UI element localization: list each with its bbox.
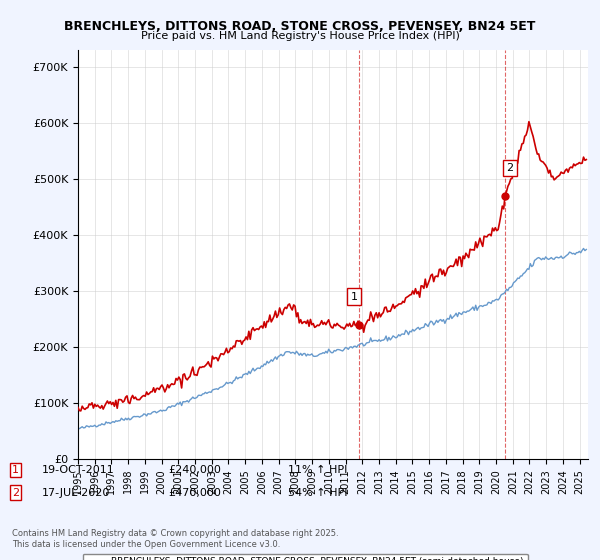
- Legend: BRENCHLEYS, DITTONS ROAD, STONE CROSS, PEVENSEY, BN24 5ET (semi-detached house),: BRENCHLEYS, DITTONS ROAD, STONE CROSS, P…: [83, 554, 527, 560]
- Text: Price paid vs. HM Land Registry's House Price Index (HPI): Price paid vs. HM Land Registry's House …: [140, 31, 460, 41]
- Text: BRENCHLEYS, DITTONS ROAD, STONE CROSS, PEVENSEY, BN24 5ET: BRENCHLEYS, DITTONS ROAD, STONE CROSS, P…: [64, 20, 536, 32]
- Text: 19-OCT-2011: 19-OCT-2011: [42, 465, 115, 475]
- Text: £470,000: £470,000: [168, 488, 221, 498]
- Text: 2: 2: [12, 488, 19, 498]
- Text: 1: 1: [12, 465, 19, 475]
- Text: 54% ↑ HPI: 54% ↑ HPI: [288, 488, 347, 498]
- Text: 1: 1: [350, 292, 358, 302]
- Text: £240,000: £240,000: [168, 465, 221, 475]
- Text: 11% ↑ HPI: 11% ↑ HPI: [288, 465, 347, 475]
- Text: 17-JUL-2020: 17-JUL-2020: [42, 488, 110, 498]
- Text: 2: 2: [506, 163, 514, 173]
- Text: Contains HM Land Registry data © Crown copyright and database right 2025.
This d: Contains HM Land Registry data © Crown c…: [12, 529, 338, 549]
